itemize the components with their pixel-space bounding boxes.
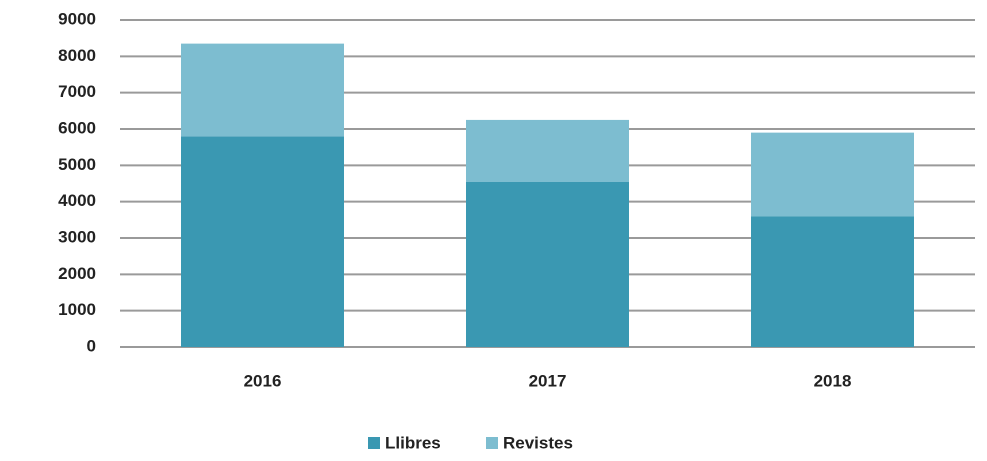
legend-swatch — [486, 437, 498, 449]
bar-segment — [181, 43, 344, 137]
bar-segment — [466, 119, 629, 182]
x-tick-label: 2018 — [814, 371, 852, 390]
y-tick-label: 9000 — [58, 9, 96, 28]
legend-label: Revistes — [503, 433, 573, 452]
y-tick-label: 0 — [87, 336, 96, 355]
legend-swatch — [368, 437, 380, 449]
y-tick-label: 2000 — [58, 264, 96, 283]
y-tick-label: 3000 — [58, 227, 96, 246]
bar-segment — [751, 216, 914, 347]
y-tick-label: 7000 — [58, 82, 96, 101]
legend-label: Llibres — [385, 433, 441, 452]
y-tick-label: 6000 — [58, 118, 96, 137]
x-tick-label: 2016 — [244, 371, 282, 390]
y-tick-label: 8000 — [58, 46, 96, 65]
bar-segment — [751, 132, 914, 217]
bar-segment — [181, 136, 344, 347]
x-tick-label: 2017 — [529, 371, 567, 390]
bar-segment — [466, 181, 629, 347]
y-tick-label: 5000 — [58, 155, 96, 174]
y-tick-label: 1000 — [58, 300, 96, 319]
y-tick-label: 4000 — [58, 191, 96, 210]
